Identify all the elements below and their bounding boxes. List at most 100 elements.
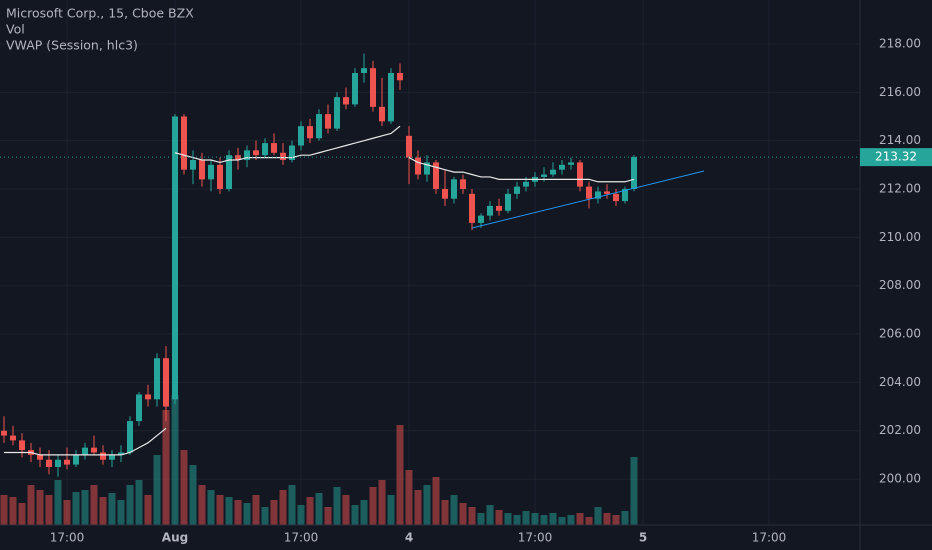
candle-body	[451, 179, 457, 199]
volume-bar	[27, 485, 35, 525]
volume-bar	[270, 500, 278, 525]
candle-body	[541, 174, 547, 177]
volume-bar	[0, 495, 8, 525]
candle-body	[415, 157, 421, 175]
volume-bar	[288, 485, 296, 525]
volume-bar	[36, 490, 44, 525]
volume-bar	[126, 485, 134, 525]
candle-body	[370, 68, 376, 107]
candle-body	[136, 394, 142, 422]
candle-body	[10, 435, 16, 441]
candle-body	[64, 459, 70, 465]
volume-bar	[459, 503, 467, 525]
candle-body	[127, 421, 133, 453]
volume-bar	[495, 510, 503, 525]
candle-body	[586, 186, 592, 199]
candle-body	[568, 162, 574, 165]
candle-body	[559, 164, 565, 170]
indicator-label: VWAP (Session, hlc3)	[6, 38, 138, 53]
candle-body	[226, 155, 232, 190]
candle-body	[73, 454, 79, 465]
volume-bar	[369, 487, 377, 525]
volume-bar	[630, 457, 638, 525]
volume-bar	[549, 513, 557, 525]
candle-body	[145, 394, 151, 400]
candle-body	[316, 114, 322, 139]
candle-body	[91, 447, 97, 453]
candle-body	[253, 150, 259, 156]
candle-body	[604, 191, 610, 194]
candle-body	[388, 72, 394, 122]
candle-body	[613, 193, 619, 202]
candle-body	[19, 440, 25, 451]
volume-bar	[198, 485, 206, 525]
candle-body	[217, 164, 223, 190]
x-tick-label: Aug	[162, 531, 188, 545]
volume-bar	[522, 511, 530, 525]
candle-body	[271, 143, 277, 153]
volume-bar	[261, 507, 269, 525]
volume-bar	[54, 480, 62, 525]
volume-bar	[315, 493, 323, 525]
candle-body	[109, 454, 115, 460]
volume-bar	[360, 500, 368, 525]
volume-bar	[594, 507, 602, 525]
y-tick-label: 214.00	[879, 133, 921, 147]
volume-bar	[342, 495, 350, 525]
candle-body	[487, 205, 493, 216]
candle-body	[298, 126, 304, 146]
candle-body	[379, 106, 385, 122]
volume-bar	[117, 500, 125, 525]
indicator-label: Vol	[6, 22, 25, 37]
candle-body	[190, 160, 196, 170]
candle-body	[163, 358, 169, 407]
candle-body	[208, 164, 214, 180]
volume-bar	[531, 513, 539, 525]
volume-bar	[279, 490, 287, 525]
symbol-title: Microsoft Corp., 15, Cboe BZX	[6, 6, 194, 21]
volume-bar	[207, 490, 215, 525]
candle-body	[361, 68, 367, 73]
volume-bar	[513, 515, 521, 525]
y-tick-label: 206.00	[879, 327, 921, 341]
y-tick-label: 202.00	[879, 423, 921, 437]
volume-bar	[351, 505, 359, 525]
volume-bar	[486, 505, 494, 525]
volume-bar	[432, 477, 440, 525]
volume-bar	[333, 487, 341, 525]
volume-bar	[171, 395, 179, 525]
y-tick-label: 200.00	[879, 472, 921, 486]
volume-bar	[585, 517, 593, 525]
vwap-line	[4, 125, 635, 456]
candle-body	[406, 135, 412, 158]
volume-bar	[180, 450, 188, 525]
candle-body	[172, 116, 178, 400]
volume-bar	[324, 507, 332, 525]
candle-body	[280, 152, 286, 161]
volume-bar	[108, 493, 116, 525]
volume-bar	[243, 503, 251, 525]
candle-body	[100, 452, 106, 460]
candle-body	[514, 186, 520, 194]
candle-body	[577, 162, 583, 187]
candle-body	[334, 97, 340, 129]
candle-body	[325, 114, 331, 129]
volume-bar	[189, 465, 197, 525]
candle-body	[235, 155, 241, 161]
volume-bar	[612, 515, 620, 525]
volume-bar	[621, 511, 629, 525]
candle-body	[424, 162, 430, 175]
volume-bar	[99, 497, 107, 525]
y-tick-label: 210.00	[879, 230, 921, 244]
candle-body	[595, 191, 601, 199]
candle-body	[181, 116, 187, 170]
trendline	[471, 170, 705, 229]
volume-bar	[234, 500, 242, 525]
last-price-box	[860, 148, 932, 167]
candle-body	[496, 205, 502, 211]
volume-bar	[90, 485, 98, 525]
candle-body	[622, 189, 628, 202]
candle-body	[289, 145, 295, 161]
